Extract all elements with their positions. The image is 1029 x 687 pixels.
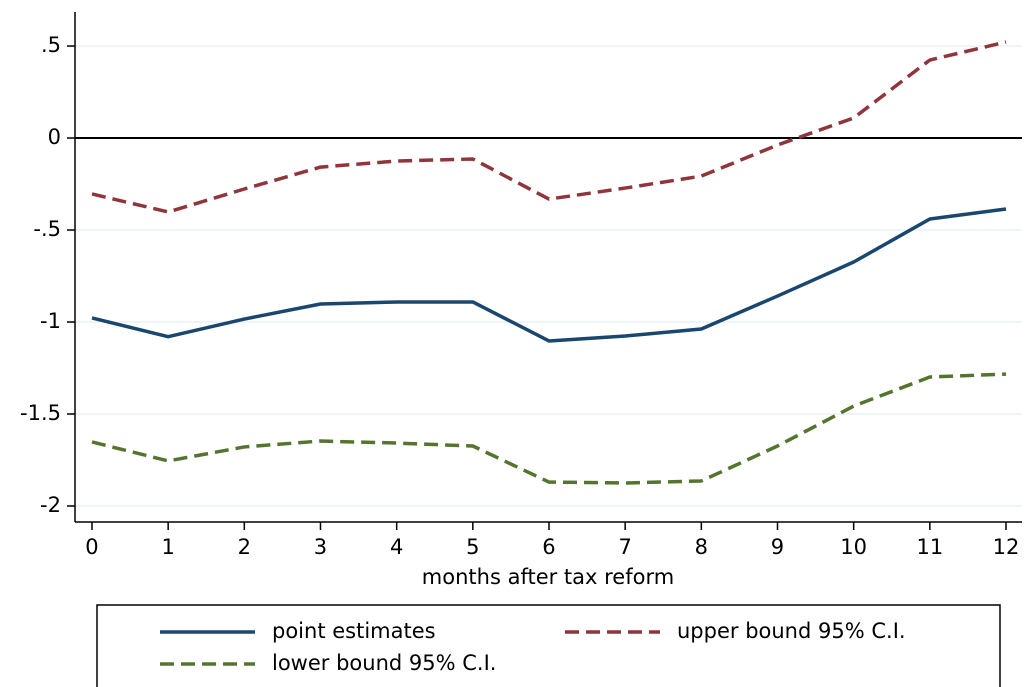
series-line — [91, 207, 1007, 343]
x-tick-label: 1 — [161, 535, 174, 559]
y-tick-label: -2 — [40, 493, 61, 517]
y-tick-label: -1.5 — [20, 401, 61, 425]
legend-label: upper bound 95% C.I. — [677, 619, 906, 643]
y-tick-label: 0 — [48, 125, 61, 149]
x-axis-label: months after tax reform — [422, 565, 674, 589]
y-tick-label: -.5 — [33, 217, 61, 241]
x-tick-label: 6 — [542, 535, 555, 559]
series-line — [91, 372, 1007, 485]
y-tick-label: -1 — [40, 309, 61, 333]
x-tick-label: 7 — [618, 535, 631, 559]
y-tick-label: .5 — [41, 33, 61, 57]
x-tick-label: 2 — [238, 535, 251, 559]
x-tick-label: 4 — [390, 535, 403, 559]
x-tick-label: 10 — [840, 535, 867, 559]
legend-label: lower bound 95% C.I. — [272, 651, 496, 675]
x-tick-label: 5 — [466, 535, 479, 559]
x-tick-label: 3 — [314, 535, 327, 559]
legend-label: point estimates — [272, 619, 436, 643]
series-line — [91, 40, 1007, 214]
x-tick-label: 0 — [85, 535, 98, 559]
legend-box — [96, 604, 1001, 687]
x-tick-label: 9 — [771, 535, 784, 559]
x-tick-label: 11 — [916, 535, 943, 559]
x-tick-label: 8 — [695, 535, 708, 559]
x-tick-label: 12 — [993, 535, 1020, 559]
